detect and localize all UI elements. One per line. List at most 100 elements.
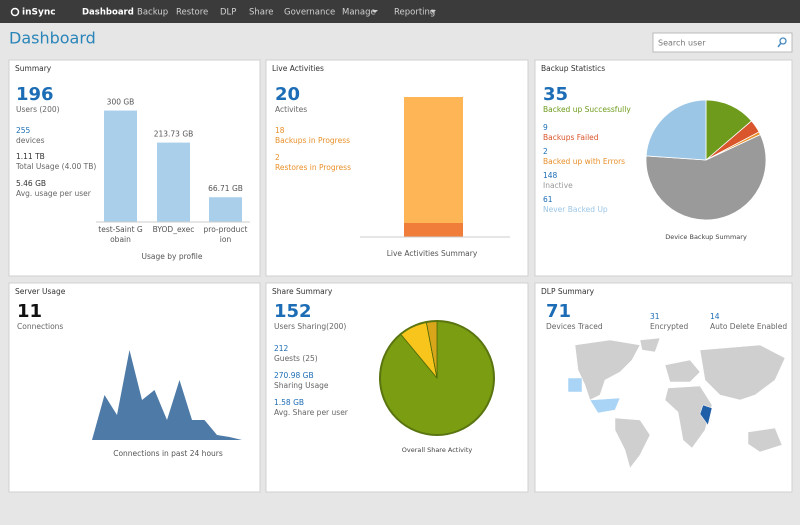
australia — [747, 427, 783, 453]
india-highlight — [699, 404, 713, 426]
stat-value: 1.11 TB — [16, 152, 45, 161]
stat-value: 35 — [543, 84, 568, 105]
bar-segment — [404, 97, 463, 223]
stat-value: 2 — [543, 147, 548, 156]
area — [92, 350, 242, 440]
bar-label: 300 GB — [107, 98, 135, 107]
nav-item[interactable]: Restore — [176, 8, 208, 18]
stat-value: 1.58 GB — [274, 398, 304, 407]
bar-label: 213.73 GB — [154, 130, 194, 139]
stat-label: Guests (25) — [274, 354, 318, 363]
africa — [664, 385, 713, 449]
stat-value: 270.98 GB — [274, 371, 314, 380]
stat-label: Total Usage (4.00 TB) — [15, 162, 96, 171]
stat-value: 212 — [274, 344, 289, 353]
pie-rim — [379, 320, 495, 436]
stat-value: 20 — [275, 84, 300, 105]
panel-title: Server Usage — [15, 287, 66, 296]
stat-label: Auto Delete Enabled — [710, 322, 787, 331]
stat-value: 9 — [543, 123, 548, 132]
stat-value: 2 — [275, 153, 280, 162]
stat-label: devices — [16, 136, 45, 145]
stat-label: Backed up with Errors — [543, 157, 625, 166]
category-label: test-Saint Gobain — [98, 225, 143, 244]
stat-value: 61 — [543, 195, 553, 204]
pie-slice — [645, 99, 707, 161]
panel-title: Share Summary — [272, 287, 333, 296]
europe — [664, 359, 701, 383]
stat-value: 11 — [17, 301, 42, 322]
stat-value: 196 — [16, 84, 54, 105]
stat-value: 152 — [274, 301, 312, 322]
world-map — [567, 337, 786, 469]
search-icon[interactable] — [779, 37, 787, 45]
category-label-box: BYOD_exec — [152, 225, 195, 234]
chart-caption: Usage by profile — [141, 252, 202, 261]
search-placeholder: Search user — [658, 39, 706, 48]
stat-label: Backups Failed — [543, 133, 599, 142]
nav-item[interactable]: Backup — [137, 8, 168, 18]
category-label: BYOD_exec — [152, 225, 195, 234]
bar — [104, 110, 137, 222]
stat-value: 148 — [543, 171, 558, 180]
stat-label: Devices Traced — [546, 322, 603, 331]
stat-value: 255 — [16, 126, 31, 135]
nav-item[interactable]: DLP — [220, 8, 236, 18]
bar-segment — [404, 223, 463, 237]
dropdown-arrow — [372, 10, 378, 13]
page-title: Dashboard — [9, 29, 96, 48]
panel-title: Summary — [15, 64, 52, 73]
stat-label: Avg. usage per user — [16, 189, 92, 198]
stat-value: 14 — [710, 312, 720, 321]
chart-caption: Overall Share Activity — [402, 446, 473, 454]
stat-value: 18 — [275, 126, 285, 135]
panel — [265, 59, 529, 277]
logo — [10, 7, 20, 17]
category-label-box: test-Saint Gobain — [98, 225, 143, 244]
asia — [699, 344, 786, 401]
alaska-highlight — [567, 377, 583, 393]
nav-item[interactable]: Share — [249, 8, 274, 18]
nav-item[interactable]: Governance — [284, 8, 335, 18]
category-label-box: pro-production — [203, 225, 248, 244]
stat-value: 5.46 GB — [16, 179, 46, 188]
stat-label: Backed up Successfully — [543, 105, 631, 114]
stat-label: Avg. Share per user — [274, 408, 349, 417]
greenland — [639, 337, 661, 353]
dropdown-arrow — [430, 10, 436, 13]
stat-label: Sharing Usage — [274, 381, 329, 390]
stat-label: Never Backed Up — [543, 205, 608, 214]
search-icon — [777, 42, 782, 48]
category-label: pro-production — [203, 225, 248, 244]
chart-caption: Connections in past 24 hours — [113, 449, 223, 458]
stat-label: Connections — [17, 322, 63, 331]
brand: inSync — [22, 8, 56, 18]
stat-label: Users Sharing(200) — [274, 322, 346, 331]
stat-label: Users (200) — [16, 105, 60, 114]
navbar — [0, 0, 800, 23]
bar — [209, 197, 242, 222]
panel-title: Backup Statistics — [541, 64, 605, 73]
pie-slice — [645, 134, 767, 221]
panel-title: DLP Summary — [541, 287, 595, 296]
bar — [157, 142, 190, 222]
pie-slice — [705, 99, 753, 161]
chart-caption: Live Activities Summary — [387, 249, 478, 258]
search-box[interactable] — [652, 32, 793, 53]
stat-value: 71 — [546, 301, 571, 322]
north-america — [574, 339, 641, 401]
usa-highlight — [589, 397, 621, 414]
panel-title: Live Activities — [272, 64, 324, 73]
nav-item[interactable]: Reporting — [394, 8, 435, 18]
south-america — [614, 417, 651, 469]
stat-label: Backups in Progress — [275, 136, 350, 145]
chart-caption: Device Backup Summary — [665, 233, 747, 241]
nav-item[interactable]: Dashboard — [82, 8, 134, 18]
stat-label: Encrypted — [650, 322, 688, 331]
nav-item[interactable]: Manage — [342, 8, 376, 18]
stat-label: Activites — [275, 105, 307, 114]
stat-label: Restores in Progress — [275, 163, 351, 172]
stat-value: 31 — [650, 312, 660, 321]
bar-label: 66.71 GB — [208, 184, 243, 193]
